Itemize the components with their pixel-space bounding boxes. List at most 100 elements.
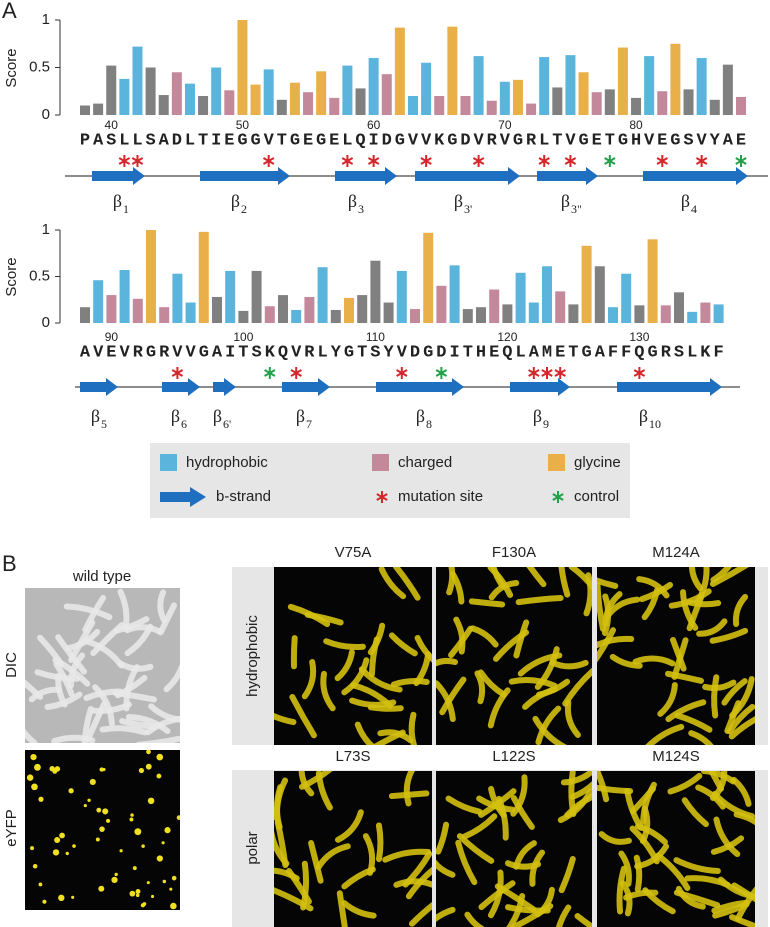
residue: V [291,343,302,362]
residue: H [476,343,486,362]
bar [565,55,576,115]
residue: G [581,343,591,362]
cell [506,893,526,927]
cell [618,850,632,887]
bar [687,311,698,323]
mutation-star [290,367,302,379]
strand-subscript: 3' [464,202,472,216]
panel-label: A [2,0,17,23]
bar [696,58,707,115]
focus [98,885,105,892]
legend-star [552,491,564,503]
bar [383,302,394,323]
cell [308,840,324,884]
strand-label: β [296,406,305,426]
cell [414,634,432,663]
residue: E [657,131,667,150]
cell [436,859,456,878]
bar [225,270,236,323]
legend-label: hydrophobic [186,454,268,471]
residue: K [700,343,711,362]
mutation-star [541,367,553,379]
residue: V [119,343,130,362]
strand-label: β [533,406,542,426]
y-tick-label: 0.5 [29,58,50,75]
column-label: M124S [652,748,700,765]
cell [449,571,465,605]
cell [388,790,430,800]
y-tick-label: 1 [42,11,50,28]
focus [156,773,162,779]
cell [375,822,384,863]
residue: L [317,343,327,362]
cell [493,629,530,662]
residue: S [683,131,693,150]
mutation-star [262,155,275,167]
cell [163,663,180,693]
cell [274,887,314,912]
bar [410,309,420,323]
bar [408,96,418,115]
focus [129,890,136,897]
group-label: hydrophobic [244,615,261,697]
cell [655,852,691,891]
cell [728,716,755,740]
cell [675,885,706,910]
mutation-star [341,155,354,167]
cell [632,655,676,667]
focus [146,881,150,885]
x-tick-label: 110 [366,330,385,344]
residue: T [552,131,562,150]
y-tick-label: 0 [42,106,50,123]
focus [54,836,61,843]
focus [114,872,118,877]
residue: I [225,343,235,362]
strand-arrow [537,167,598,185]
focus [68,788,74,794]
bar [436,285,447,323]
cell [668,588,712,609]
residue: K [434,131,445,150]
bar [647,239,658,323]
cell [99,725,148,736]
strand-label: β [91,406,100,426]
strand-label: β [348,191,357,211]
cell [157,589,168,624]
cell [377,729,414,744]
x-tick-label: 100 [233,330,253,344]
control-star [604,155,616,167]
mutation-star [472,155,485,167]
cell [558,567,571,598]
cell [367,622,386,656]
cell [642,887,676,915]
cell [636,576,670,599]
focus [83,803,87,808]
cell [148,703,180,723]
focus [111,876,118,884]
strand-subscript: 6 [181,417,187,431]
cell [733,811,755,826]
strand-arrow [213,378,236,396]
column-label: M124A [652,544,700,561]
strand-label: β [454,191,463,211]
focus [32,863,38,869]
focus [65,851,69,856]
cell [336,890,348,927]
bar [303,92,314,115]
focus [164,827,171,834]
cell [645,723,685,745]
cell [320,670,336,712]
residue: G [344,343,354,362]
focus [130,813,134,817]
residue: V [408,131,419,150]
cell [510,774,528,817]
legend-swatch [548,454,565,471]
residue: E [329,131,339,150]
mutation-star [695,155,708,167]
residue: V [565,131,576,150]
bar [581,245,592,323]
bar [604,89,615,115]
focus [31,783,38,791]
residue: G [647,343,657,362]
residue: T [238,343,248,362]
